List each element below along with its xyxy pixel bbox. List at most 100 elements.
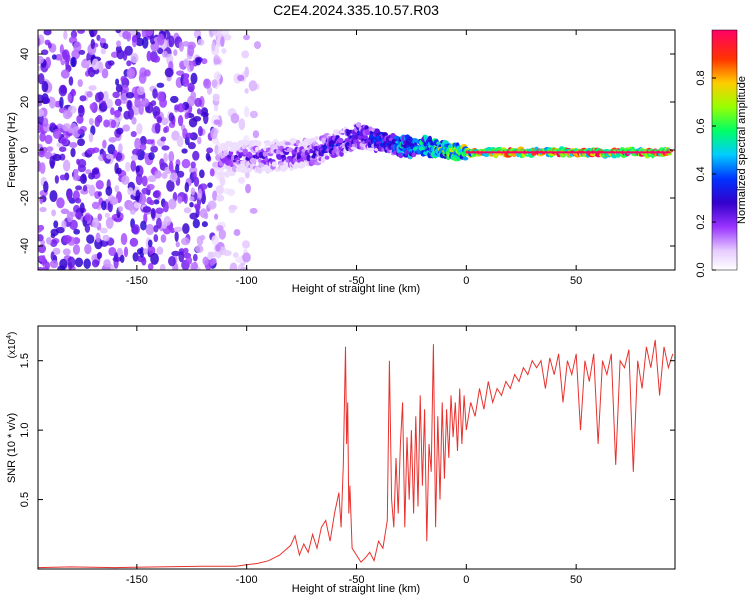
noise-blob [221, 48, 227, 54]
spectrogram-y-tick-label: 0 [19, 147, 31, 153]
noise-blob [149, 35, 156, 45]
noise-blob [66, 211, 74, 223]
noise-blob [197, 136, 202, 145]
colorbar-tick-label: 0.8 [695, 70, 707, 85]
noise-blob [95, 232, 101, 243]
noise-blob [185, 256, 193, 265]
ridge-blob [227, 141, 234, 148]
noise-blob [145, 139, 155, 145]
noise-blob [147, 175, 157, 183]
ridge-blob [355, 121, 362, 128]
noise-blob [190, 262, 196, 270]
colorbar-axis: 0.0 0.2 0.4 0.6 0.8 [695, 70, 716, 278]
noise-blob [63, 234, 72, 244]
noise-blob [184, 112, 189, 120]
noise-blob [168, 151, 175, 163]
noise-blob [198, 183, 208, 190]
noise-blob [201, 221, 208, 228]
spectrogram-heatmap [38, 30, 674, 270]
noise-blob [182, 41, 190, 47]
noise-blob [87, 66, 96, 78]
noise-blob [136, 123, 143, 135]
noise-blob [62, 248, 71, 256]
noise-blob [155, 207, 164, 214]
noise-blob [59, 96, 64, 109]
spectrogram-x-tick-label: -50 [349, 275, 365, 287]
colorbar: 0.0 0.2 0.4 0.6 0.8 Normalized spectral ampl… [695, 29, 748, 278]
noise-blob [102, 139, 107, 149]
noise-blob [209, 259, 215, 266]
noise-blob [71, 126, 81, 138]
noise-blob [153, 234, 159, 243]
snr-x-tick-label: 0 [463, 574, 469, 586]
noise-blob [41, 255, 46, 267]
noise-blob [159, 263, 166, 270]
noise-blob [51, 209, 56, 217]
ridge-blob [324, 155, 330, 160]
noise-blob [196, 267, 201, 270]
noise-blob [38, 114, 45, 126]
noise-blob [154, 170, 162, 179]
noise-blob [152, 55, 161, 63]
noise-blob [133, 202, 141, 209]
noise-blob [110, 265, 115, 270]
noise-blob [84, 243, 92, 255]
noise-blob [152, 105, 161, 117]
noise-blob [38, 37, 41, 47]
noise-blob [135, 37, 145, 47]
noise-blob [146, 50, 152, 62]
noise-blob [168, 160, 174, 172]
noise-blob [96, 34, 101, 41]
noise-blob [116, 167, 122, 175]
noise-blob [141, 36, 149, 49]
spectrogram-x-tick-label: -150 [126, 275, 148, 287]
noise-blob [212, 93, 220, 101]
noise-blob [195, 57, 202, 66]
noise-blob [127, 187, 134, 196]
noise-blob [109, 196, 119, 206]
spectrogram-x-axis: -150 -100 -50 0 50 [126, 30, 582, 287]
noise-blob [237, 176, 246, 184]
noise-blob [130, 53, 139, 64]
noise-blob [183, 247, 189, 254]
noise-blob [192, 253, 198, 262]
noise-blob [141, 175, 148, 187]
noise-blob [77, 129, 85, 135]
noise-blob [99, 227, 108, 234]
ridge-blob [229, 147, 236, 152]
noise-blob [46, 236, 52, 245]
noise-blob [205, 152, 211, 161]
noise-blob [84, 214, 91, 222]
noise-blob [104, 212, 110, 218]
noise-blob [189, 61, 194, 72]
noise-blob [103, 119, 110, 128]
noise-blob [131, 34, 138, 43]
spectrogram-x-tick-label: 50 [570, 275, 582, 287]
noise-blob [129, 237, 139, 247]
noise-blob [99, 38, 107, 44]
noise-blob [43, 180, 49, 193]
noise-blob [72, 174, 80, 181]
noise-blob [44, 56, 52, 69]
noise-blob [69, 219, 78, 231]
noise-blob [190, 72, 198, 85]
noise-blob [102, 234, 110, 242]
noise-blob [229, 204, 238, 211]
noise-blob [190, 91, 197, 101]
noise-blob [44, 134, 53, 145]
noise-blob [65, 53, 71, 63]
noise-blob [76, 158, 81, 165]
noise-blob [103, 43, 109, 50]
noise-blob [135, 165, 140, 173]
noise-blob [252, 130, 260, 139]
noise-blob [216, 225, 224, 232]
noise-blob [58, 84, 68, 97]
noise-blob [113, 216, 123, 223]
noise-blob [184, 181, 189, 193]
noise-blob [168, 35, 175, 48]
noise-blob [38, 94, 45, 104]
noise-blob [110, 119, 117, 129]
colorbar-tick-label: 0.6 [695, 118, 707, 133]
noise-blob [139, 135, 147, 146]
